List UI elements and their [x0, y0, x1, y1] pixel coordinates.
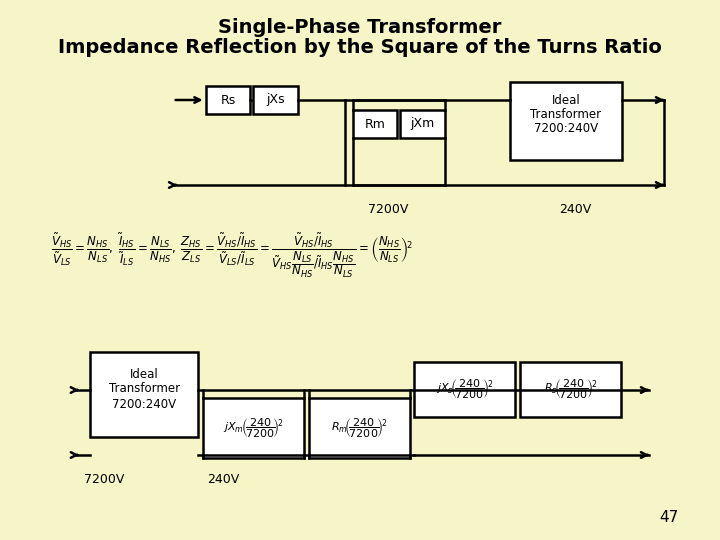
- Text: $R_{m}\!\left(\!\dfrac{240}{7200}\!\right)^{\!2}$: $R_{m}\!\left(\!\dfrac{240}{7200}\!\righ…: [330, 416, 387, 440]
- Text: Rs: Rs: [220, 93, 235, 106]
- Bar: [203, 398, 304, 458]
- Bar: [510, 82, 622, 160]
- Text: $\dfrac{\tilde{V}_{HS}}{\tilde{V}_{LS}}=\dfrac{N_{HS}}{N_{LS}},\;\dfrac{\tilde{I: $\dfrac{\tilde{V}_{HS}}{\tilde{V}_{LS}}=…: [51, 232, 413, 280]
- Text: $jX_{s}\!\left(\!\dfrac{240}{7200}\!\right)^{\!2}$: $jX_{s}\!\left(\!\dfrac{240}{7200}\!\rig…: [436, 378, 494, 401]
- Text: Transformer: Transformer: [109, 382, 180, 395]
- Text: 240V: 240V: [559, 203, 591, 216]
- Text: $jX_{m}\!\left(\!\dfrac{240}{7200}\!\right)^{\!2}$: $jX_{m}\!\left(\!\dfrac{240}{7200}\!\rig…: [222, 416, 284, 440]
- Bar: [253, 86, 298, 114]
- Text: 7200:240V: 7200:240V: [534, 122, 598, 134]
- Text: Single-Phase Transformer: Single-Phase Transformer: [218, 18, 502, 37]
- Text: Ideal: Ideal: [552, 93, 580, 106]
- Text: 7200V: 7200V: [84, 473, 124, 486]
- Bar: [520, 362, 621, 417]
- Text: jXm: jXm: [410, 118, 435, 131]
- Text: jXs: jXs: [266, 93, 285, 106]
- Text: 240V: 240V: [207, 473, 240, 486]
- Text: 7200V: 7200V: [368, 203, 408, 216]
- Text: Impedance Reflection by the Square of the Turns Ratio: Impedance Reflection by the Square of th…: [58, 38, 662, 57]
- Bar: [414, 362, 516, 417]
- Text: 47: 47: [659, 510, 678, 525]
- Bar: [308, 398, 410, 458]
- Text: 7200:240V: 7200:240V: [112, 397, 176, 410]
- Text: Ideal: Ideal: [130, 368, 158, 381]
- Bar: [90, 352, 198, 437]
- Bar: [205, 86, 251, 114]
- Text: $R_{s}\!\left(\!\dfrac{240}{7200}\!\right)^{\!2}$: $R_{s}\!\left(\!\dfrac{240}{7200}\!\righ…: [544, 378, 598, 401]
- Bar: [400, 110, 445, 138]
- Bar: [353, 110, 397, 138]
- Text: Transformer: Transformer: [531, 107, 601, 120]
- Text: Rm: Rm: [364, 118, 385, 131]
